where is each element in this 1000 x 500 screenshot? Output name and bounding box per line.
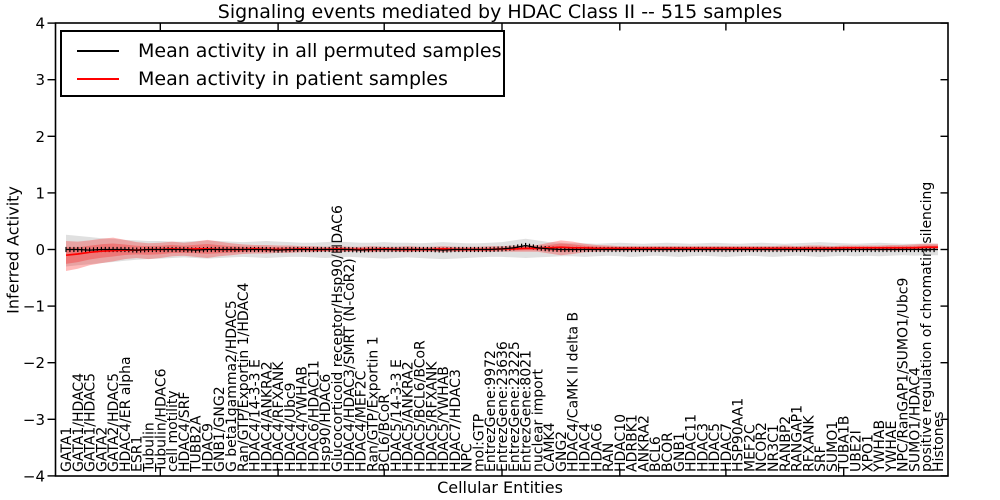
y-tick-label: −4 xyxy=(23,467,45,485)
y-tick-label: 3 xyxy=(35,71,45,89)
x-tick-label: HDAC4 xyxy=(578,423,594,472)
x-tick-label: EntrezGene:8021 xyxy=(519,350,535,472)
x-tick-label: mol:GTP xyxy=(471,414,487,472)
x-tick-label: ADRBK1 xyxy=(625,414,641,472)
x-tick-label: YWHAB xyxy=(872,420,888,473)
x-tick-label: NPC/RanGAP1/SUMO1/Ubc9 xyxy=(896,278,912,472)
chart-title: Signaling events mediated by HDAC Class … xyxy=(217,1,783,23)
legend-label: Mean activity in all permuted samples xyxy=(138,39,502,62)
x-tick-label: ESR1 xyxy=(130,436,146,472)
x-tick-label: HDAC4/MEF2C xyxy=(354,370,370,472)
y-tick-label: 2 xyxy=(35,128,45,146)
x-tick-label: HDAC10 xyxy=(613,414,629,472)
x-tick-label: GATA2/HDAC5 xyxy=(106,373,122,472)
x-tick-label: HDAC5/YWHAB xyxy=(436,366,452,472)
x-tick-label: EntrezGene:9972 xyxy=(483,350,499,472)
x-tick-label: Tubulin/HDAC6 xyxy=(153,368,169,473)
x-tick-label: nuclear import xyxy=(530,369,546,472)
x-tick-label: HDAC4/Ubc9 xyxy=(283,382,299,472)
x-tick-label: BCOR xyxy=(660,432,676,472)
x-tick-label: GNB1 xyxy=(672,432,688,472)
legend-label: Mean activity in patient samples xyxy=(138,67,448,90)
x-tick-label: HDAC6 xyxy=(589,423,605,472)
x-tick-label: G beta1gamma2/HDAC5 xyxy=(224,300,240,472)
patient-band-outer xyxy=(66,237,938,271)
x-tick-label: HDAC4/SRF xyxy=(177,392,193,472)
x-tick-label: NCOR2 xyxy=(754,422,770,472)
y-tick-label: −1 xyxy=(23,298,45,316)
x-tick-label: RANBP2 xyxy=(778,416,794,472)
y-tick-label: 0 xyxy=(35,241,45,259)
legend-entry-permuted: Mean activity in all permuted samples xyxy=(62,37,503,65)
x-tick-label: GATA1/HDAC5 xyxy=(83,373,99,472)
x-tick-label: HDAC4/RFXANK xyxy=(271,361,287,472)
x-tick-label: HDAC7/HDAC3 xyxy=(448,369,464,472)
x-tick-label: MEF2C xyxy=(743,424,759,472)
x-tick-label: NR3C1 xyxy=(766,424,782,472)
x-tick-label: EntrezGene:23225 xyxy=(507,341,523,472)
x-tick-label: RAN xyxy=(601,443,617,472)
x-tick-label: GATA2 xyxy=(94,427,110,472)
x-tick-label: HDAC4/YWHAB xyxy=(295,366,311,472)
y-tick-label: 1 xyxy=(35,184,45,202)
x-tick-label: SRF xyxy=(813,445,829,472)
x-tick-label: HDAC4/14-3-3 E xyxy=(248,359,264,472)
x-tick-label: XPO1 xyxy=(860,434,876,472)
x-tick-label: UBE2I xyxy=(849,430,865,472)
x-tick-label: GNB1/GNG2 xyxy=(212,386,228,472)
y-tick-label: 4 xyxy=(35,15,45,33)
x-tick-label: HDAC5 xyxy=(707,423,723,472)
x-tick-label: GNG2 xyxy=(554,431,570,472)
permuted-mean-line xyxy=(66,244,938,251)
legend: Mean activity in all permuted samples Me… xyxy=(60,30,505,97)
legend-entry-patient: Mean activity in patient samples xyxy=(62,65,503,93)
x-tick-label: HDAC5/BCL6/BCoR xyxy=(413,340,429,472)
x-tick-label: HDAC6/HDAC11 xyxy=(307,360,323,472)
legend-line-sample-patient xyxy=(77,78,119,80)
x-tick-label: HDAC5/ANKRA2 xyxy=(401,361,417,472)
x-tick-label: RANGAP1 xyxy=(790,405,806,472)
x-tick-label: HDAC7 xyxy=(719,423,735,472)
legend-line-sample-permuted xyxy=(77,50,119,52)
x-tick-label: YWHAE xyxy=(884,421,900,473)
x-tick-label: SUMO1 xyxy=(825,421,841,472)
x-tick-label: HDAC11 xyxy=(684,414,700,472)
x-tick-label: EntrezGene:23636 xyxy=(495,341,511,472)
x-tick-label: CAMK4 xyxy=(542,422,558,472)
x-tick-label: RFXANK xyxy=(801,415,817,472)
x-tick-label: HSP90AA1 xyxy=(731,398,747,472)
x-tick-label: Ran/GTP/Exportin 1/HDAC4 xyxy=(236,283,252,472)
x-tick-label: HDAC4/CaMK II delta B xyxy=(566,312,582,472)
x-tick-label: SUMO1/HDAC4 xyxy=(907,367,923,472)
y-tick-label: −2 xyxy=(23,354,45,372)
x-tick-label: GATA1 xyxy=(59,427,75,472)
x-tick-label: HDAC5/14-3-3 E xyxy=(389,359,405,472)
x-tick-label: BCL6 xyxy=(648,436,664,472)
x-tick-label: BCL6/BCoR xyxy=(377,394,393,472)
x-tick-label: Hsp90/HDAC6 xyxy=(318,374,334,472)
x-tick-label: cell motility xyxy=(165,390,181,472)
x-tick-label: GATA1/HDAC4 xyxy=(71,373,87,472)
x-tick-label: HDAC4/HDAC3/SMRT (N-CoR2) xyxy=(342,258,358,472)
x-tick-label: HDAC9 xyxy=(200,423,216,472)
x-tick-label: Glucocorticoid receptor/Hsp90/HDAC6 xyxy=(330,205,346,472)
x-tick-label: Ran/GTP/Exportin 1 xyxy=(365,336,381,472)
x-tick-label: HDAC4/ANKRA2 xyxy=(259,361,275,472)
x-tick-label: ANKRA2 xyxy=(636,415,652,472)
x-tick-label: NPC xyxy=(460,443,476,472)
x-tick-label: HDAC4/ER alpha xyxy=(118,356,134,472)
x-tick-label: Tubulin xyxy=(142,422,158,473)
x-tick-label: HDAC3 xyxy=(695,423,711,472)
x-tick-label: positive regulation of chromatin silenci… xyxy=(919,182,935,472)
x-axis-label: Cellular Entities xyxy=(437,478,563,497)
y-tick-label: −3 xyxy=(23,411,45,429)
x-tick-label: HDAC5/RFXANK xyxy=(424,361,440,472)
x-tick-label: Histones xyxy=(931,411,947,472)
x-tick-label: TUBA1B xyxy=(837,416,853,474)
x-tick-label: TUBB2A xyxy=(189,415,205,473)
